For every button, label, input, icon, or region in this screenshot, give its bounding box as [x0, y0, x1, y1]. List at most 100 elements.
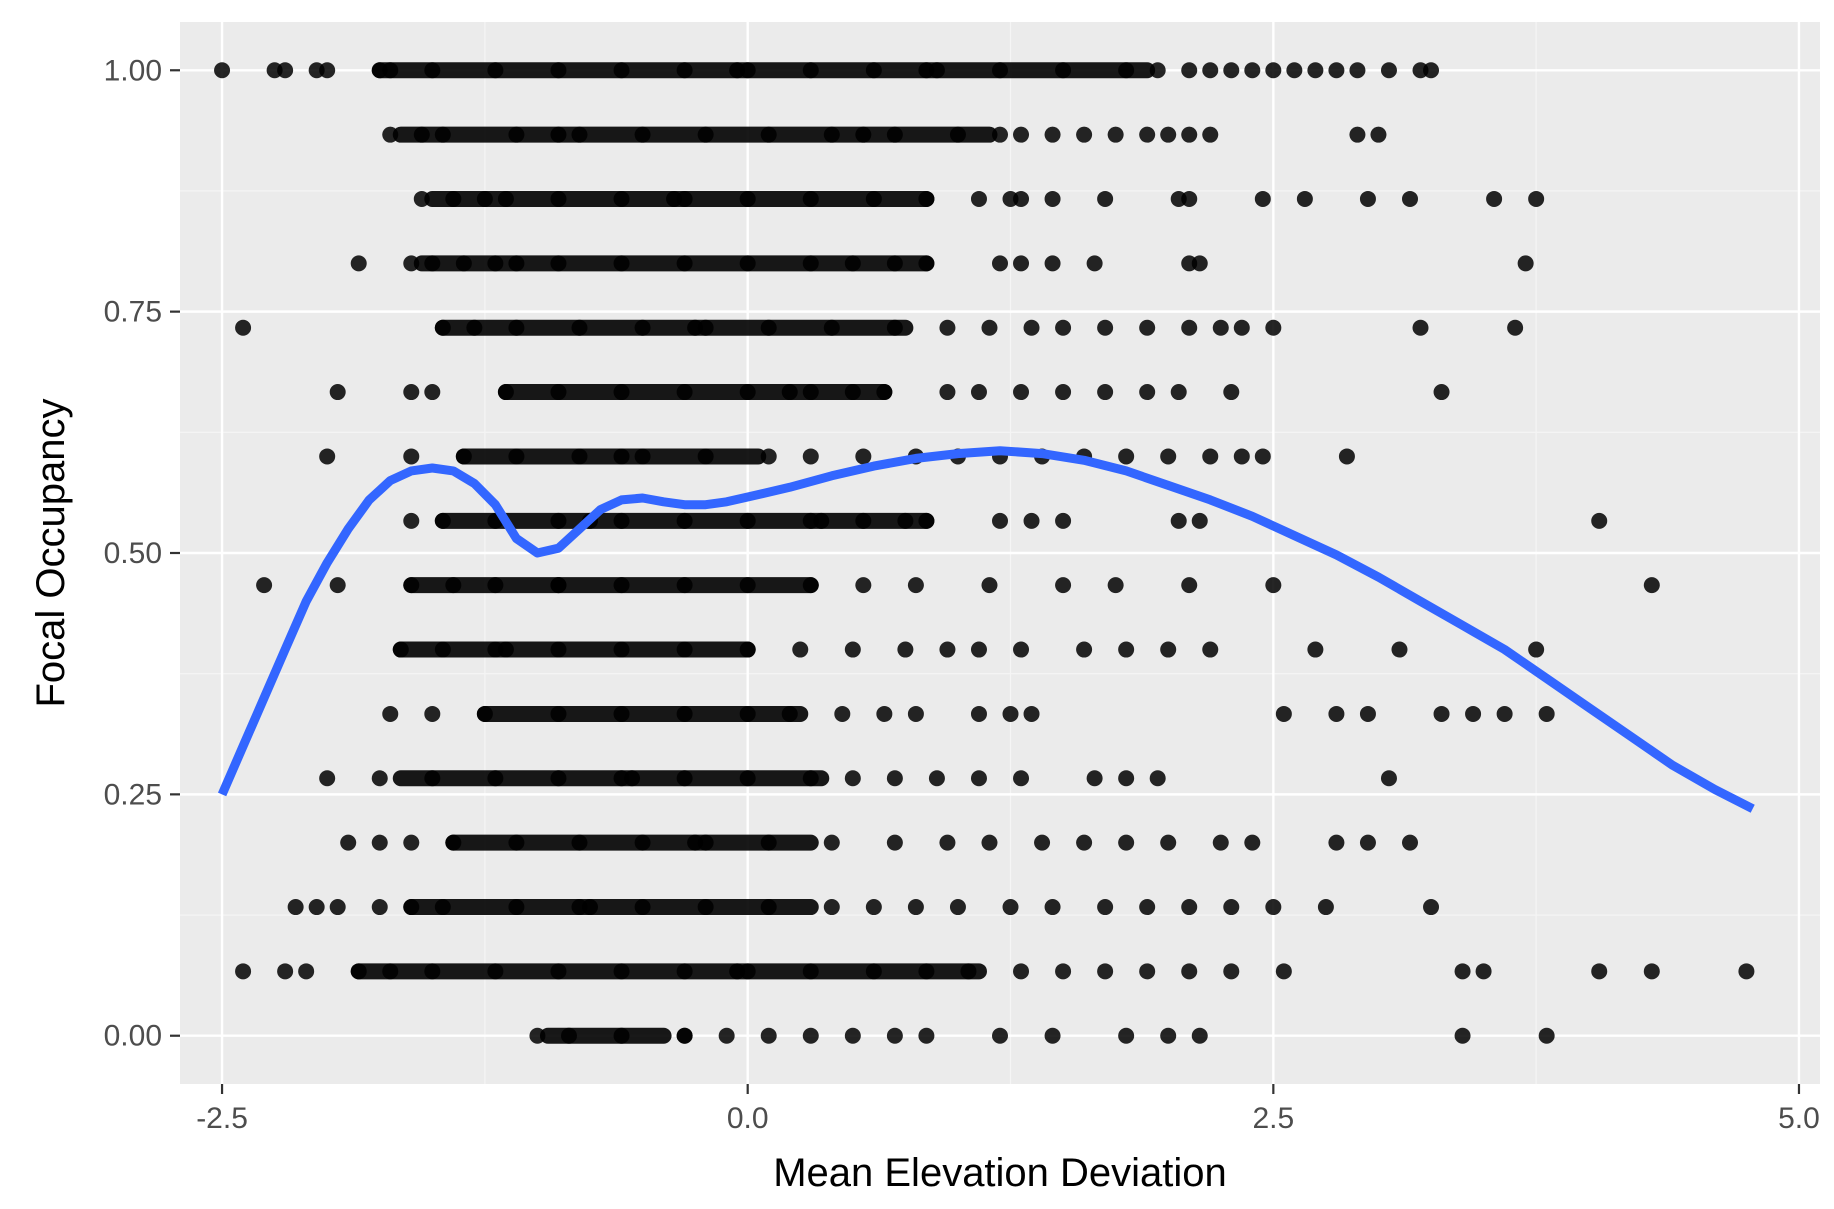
data-point — [960, 963, 977, 980]
data-point — [508, 899, 525, 916]
data-point — [1265, 899, 1282, 916]
data-point — [1223, 899, 1240, 916]
data-point — [1170, 384, 1187, 401]
data-point — [634, 319, 651, 336]
data-point — [760, 319, 777, 336]
data-point — [613, 1027, 630, 1044]
data-point — [424, 384, 441, 401]
data-point — [970, 190, 987, 207]
data-point — [1160, 834, 1177, 851]
data-point — [1349, 126, 1366, 143]
data-point — [476, 705, 493, 722]
data-point — [876, 384, 893, 401]
data-point — [497, 384, 514, 401]
data-point — [939, 641, 956, 658]
data-point — [1181, 126, 1198, 143]
data-point — [487, 641, 504, 658]
data-point — [1475, 963, 1492, 980]
data-point — [403, 512, 420, 529]
data-point — [1328, 62, 1345, 79]
data-point — [792, 641, 809, 658]
data-point — [1433, 705, 1450, 722]
data-point — [1076, 834, 1093, 851]
data-point — [1097, 190, 1114, 207]
data-point — [1254, 190, 1271, 207]
x-axis-ticks: -2.5 0.0 2.5 5.0 — [196, 1084, 1820, 1135]
data-point — [613, 641, 630, 658]
data-point — [613, 384, 630, 401]
data-point — [613, 512, 630, 529]
data-point — [508, 448, 525, 465]
data-point — [1097, 319, 1114, 336]
data-point — [676, 190, 693, 207]
data-point — [992, 126, 1008, 143]
data-point — [949, 126, 966, 143]
data-point — [886, 319, 903, 336]
data-point — [939, 834, 956, 851]
data-point — [802, 770, 819, 787]
data-point — [1591, 512, 1608, 529]
data-point — [1380, 770, 1397, 787]
data-point — [823, 834, 840, 851]
data-point — [571, 899, 588, 916]
data-points — [214, 62, 1755, 1044]
data-point — [1486, 190, 1503, 207]
data-point — [865, 899, 882, 916]
data-point — [918, 512, 935, 529]
data-point — [1244, 834, 1261, 851]
data-point — [855, 577, 872, 594]
data-point — [676, 512, 693, 529]
data-point — [1086, 255, 1103, 272]
data-point — [550, 190, 567, 207]
data-point — [424, 963, 441, 980]
data-point — [1181, 577, 1198, 594]
data-point — [1160, 448, 1177, 465]
data-point — [876, 705, 893, 722]
data-point — [1013, 963, 1030, 980]
data-point — [676, 577, 693, 594]
data-point — [613, 255, 630, 272]
y-axis-ticks: 0.00 0.25 0.50 0.75 1.00 — [104, 54, 180, 1053]
data-point — [550, 705, 567, 722]
data-point — [487, 770, 504, 787]
x-tick-label: 2.5 — [1252, 1102, 1294, 1135]
data-point — [760, 899, 777, 916]
data-point — [424, 705, 441, 722]
data-point — [1202, 641, 1219, 658]
data-point — [613, 963, 630, 980]
data-point — [382, 62, 399, 79]
data-point — [434, 319, 451, 336]
data-point — [676, 963, 693, 980]
data-point — [550, 384, 567, 401]
data-point — [1643, 963, 1660, 980]
data-point — [981, 577, 998, 594]
data-point — [455, 255, 472, 272]
data-point — [371, 834, 388, 851]
data-point — [1044, 1027, 1061, 1044]
data-point — [287, 899, 304, 916]
data-point — [497, 190, 514, 207]
data-point — [1359, 190, 1376, 207]
data-point — [676, 705, 693, 722]
data-point — [487, 255, 504, 272]
data-point — [424, 770, 441, 787]
data-point — [886, 834, 903, 851]
data-point — [634, 448, 651, 465]
data-point — [1002, 705, 1019, 722]
data-point — [1349, 62, 1366, 79]
data-point — [886, 1027, 903, 1044]
data-point — [1359, 705, 1376, 722]
data-point — [298, 963, 315, 980]
data-point — [886, 255, 903, 272]
data-point — [319, 62, 336, 79]
data-point — [739, 512, 756, 529]
data-point — [382, 126, 399, 143]
x-tick-label: -2.5 — [196, 1102, 248, 1135]
data-point — [571, 834, 588, 851]
data-point — [739, 770, 756, 787]
data-point — [739, 384, 756, 401]
data-point — [1139, 384, 1156, 401]
data-point — [970, 705, 987, 722]
